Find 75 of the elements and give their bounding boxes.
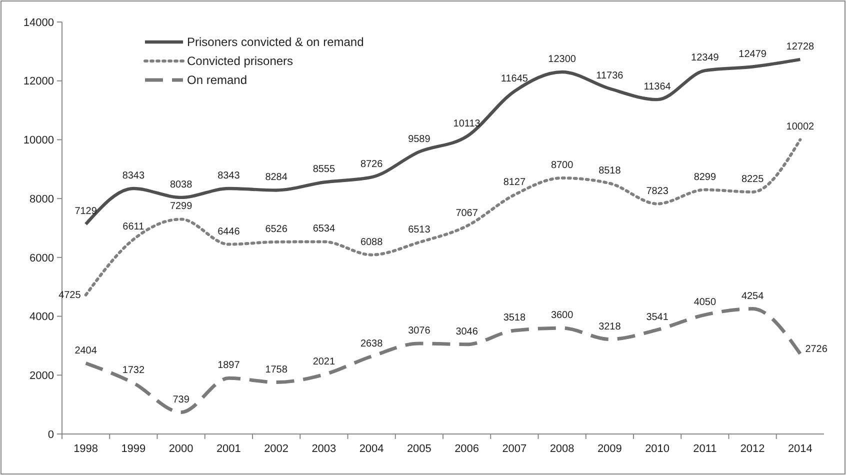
data-label: 3518 [503, 312, 526, 324]
data-label: 8518 [598, 165, 622, 176]
legend-label: Convicted prisoners [187, 54, 294, 68]
data-label: 2638 [360, 338, 384, 350]
x-tick-label: 2012 [740, 443, 765, 455]
data-label: 11736 [596, 70, 624, 82]
x-tick-label: 2002 [264, 443, 289, 455]
data-label: 6526 [265, 224, 288, 235]
data-label: 8343 [122, 170, 145, 182]
data-label: 12479 [738, 48, 767, 60]
data-label: 6088 [360, 236, 384, 248]
x-tick-label: 2010 [645, 443, 670, 455]
data-label: 8726 [360, 159, 384, 170]
x-tick-label: 2009 [597, 443, 622, 455]
x-tick-label: 2011 [693, 443, 717, 455]
data-label: 12349 [691, 52, 720, 64]
x-tick-label: 1999 [121, 443, 146, 455]
data-label: 3541 [646, 312, 669, 323]
data-label: 7129 [74, 206, 98, 218]
data-label: 2021 [312, 356, 336, 368]
x-tick-label: 1998 [74, 443, 98, 455]
y-tick-label: 0 [48, 428, 54, 441]
legend-label: Prisoners convicted & on remand [187, 35, 364, 50]
x-tick-label: 2007 [502, 443, 527, 455]
data-label: 8343 [218, 170, 240, 182]
x-tick-label: 2000 [168, 443, 194, 455]
x-tick-label: 2014 [788, 443, 812, 455]
x-tick-label: 2001 [216, 443, 241, 455]
data-label: 2726 [805, 344, 828, 355]
data-label: 4050 [694, 296, 716, 308]
data-label: 4725 [58, 290, 82, 301]
x-tick-label: 2005 [406, 443, 432, 455]
data-label: 3218 [598, 321, 622, 332]
data-label: 8700 [550, 160, 574, 171]
data-label: 4254 [741, 290, 764, 302]
y-tick-label: 2000 [30, 370, 54, 382]
y-tick-label: 6000 [30, 252, 54, 264]
data-label: 9589 [408, 134, 431, 145]
y-tick-label: 8000 [30, 193, 54, 206]
data-label: 10113 [453, 118, 481, 130]
legend-label: On remand [187, 73, 248, 88]
data-label: 8299 [694, 172, 716, 183]
data-label: 11364 [644, 82, 672, 93]
data-label: 2404 [74, 345, 98, 356]
data-label: 7823 [646, 186, 669, 197]
data-label: 6611 [122, 221, 145, 232]
x-tick-label: 2008 [550, 443, 574, 455]
y-tick-label: 12000 [23, 76, 54, 88]
data-label: 3046 [456, 326, 478, 338]
data-label: 3076 [408, 325, 431, 336]
data-label: 1897 [218, 360, 240, 372]
data-label: 8284 [265, 172, 288, 184]
data-label: 7299 [170, 201, 193, 212]
data-label: 12300 [548, 54, 576, 66]
data-label: 6534 [312, 224, 336, 235]
data-label: 739 [172, 394, 190, 406]
y-tick-label: 10000 [23, 134, 54, 147]
data-label: 7067 [456, 208, 478, 220]
data-label: 3600 [550, 310, 574, 322]
x-tick-label: 2003 [312, 443, 336, 455]
data-label: 1758 [265, 364, 288, 376]
data-label: 12728 [786, 41, 815, 52]
data-label: 11645 [500, 73, 528, 84]
data-label: 6513 [408, 224, 431, 236]
x-tick-label: 2004 [359, 443, 384, 455]
data-label: 8225 [741, 174, 764, 185]
data-label: 8555 [312, 164, 336, 176]
data-label: 8127 [503, 176, 526, 188]
data-label: 10002 [786, 122, 815, 133]
data-label: 8038 [170, 179, 193, 190]
data-label: 6446 [218, 226, 240, 238]
x-tick-label: 2006 [454, 443, 480, 455]
data-label: 1732 [122, 365, 145, 376]
y-tick-label: 14000 [23, 16, 54, 29]
y-tick-label: 4000 [30, 311, 54, 324]
